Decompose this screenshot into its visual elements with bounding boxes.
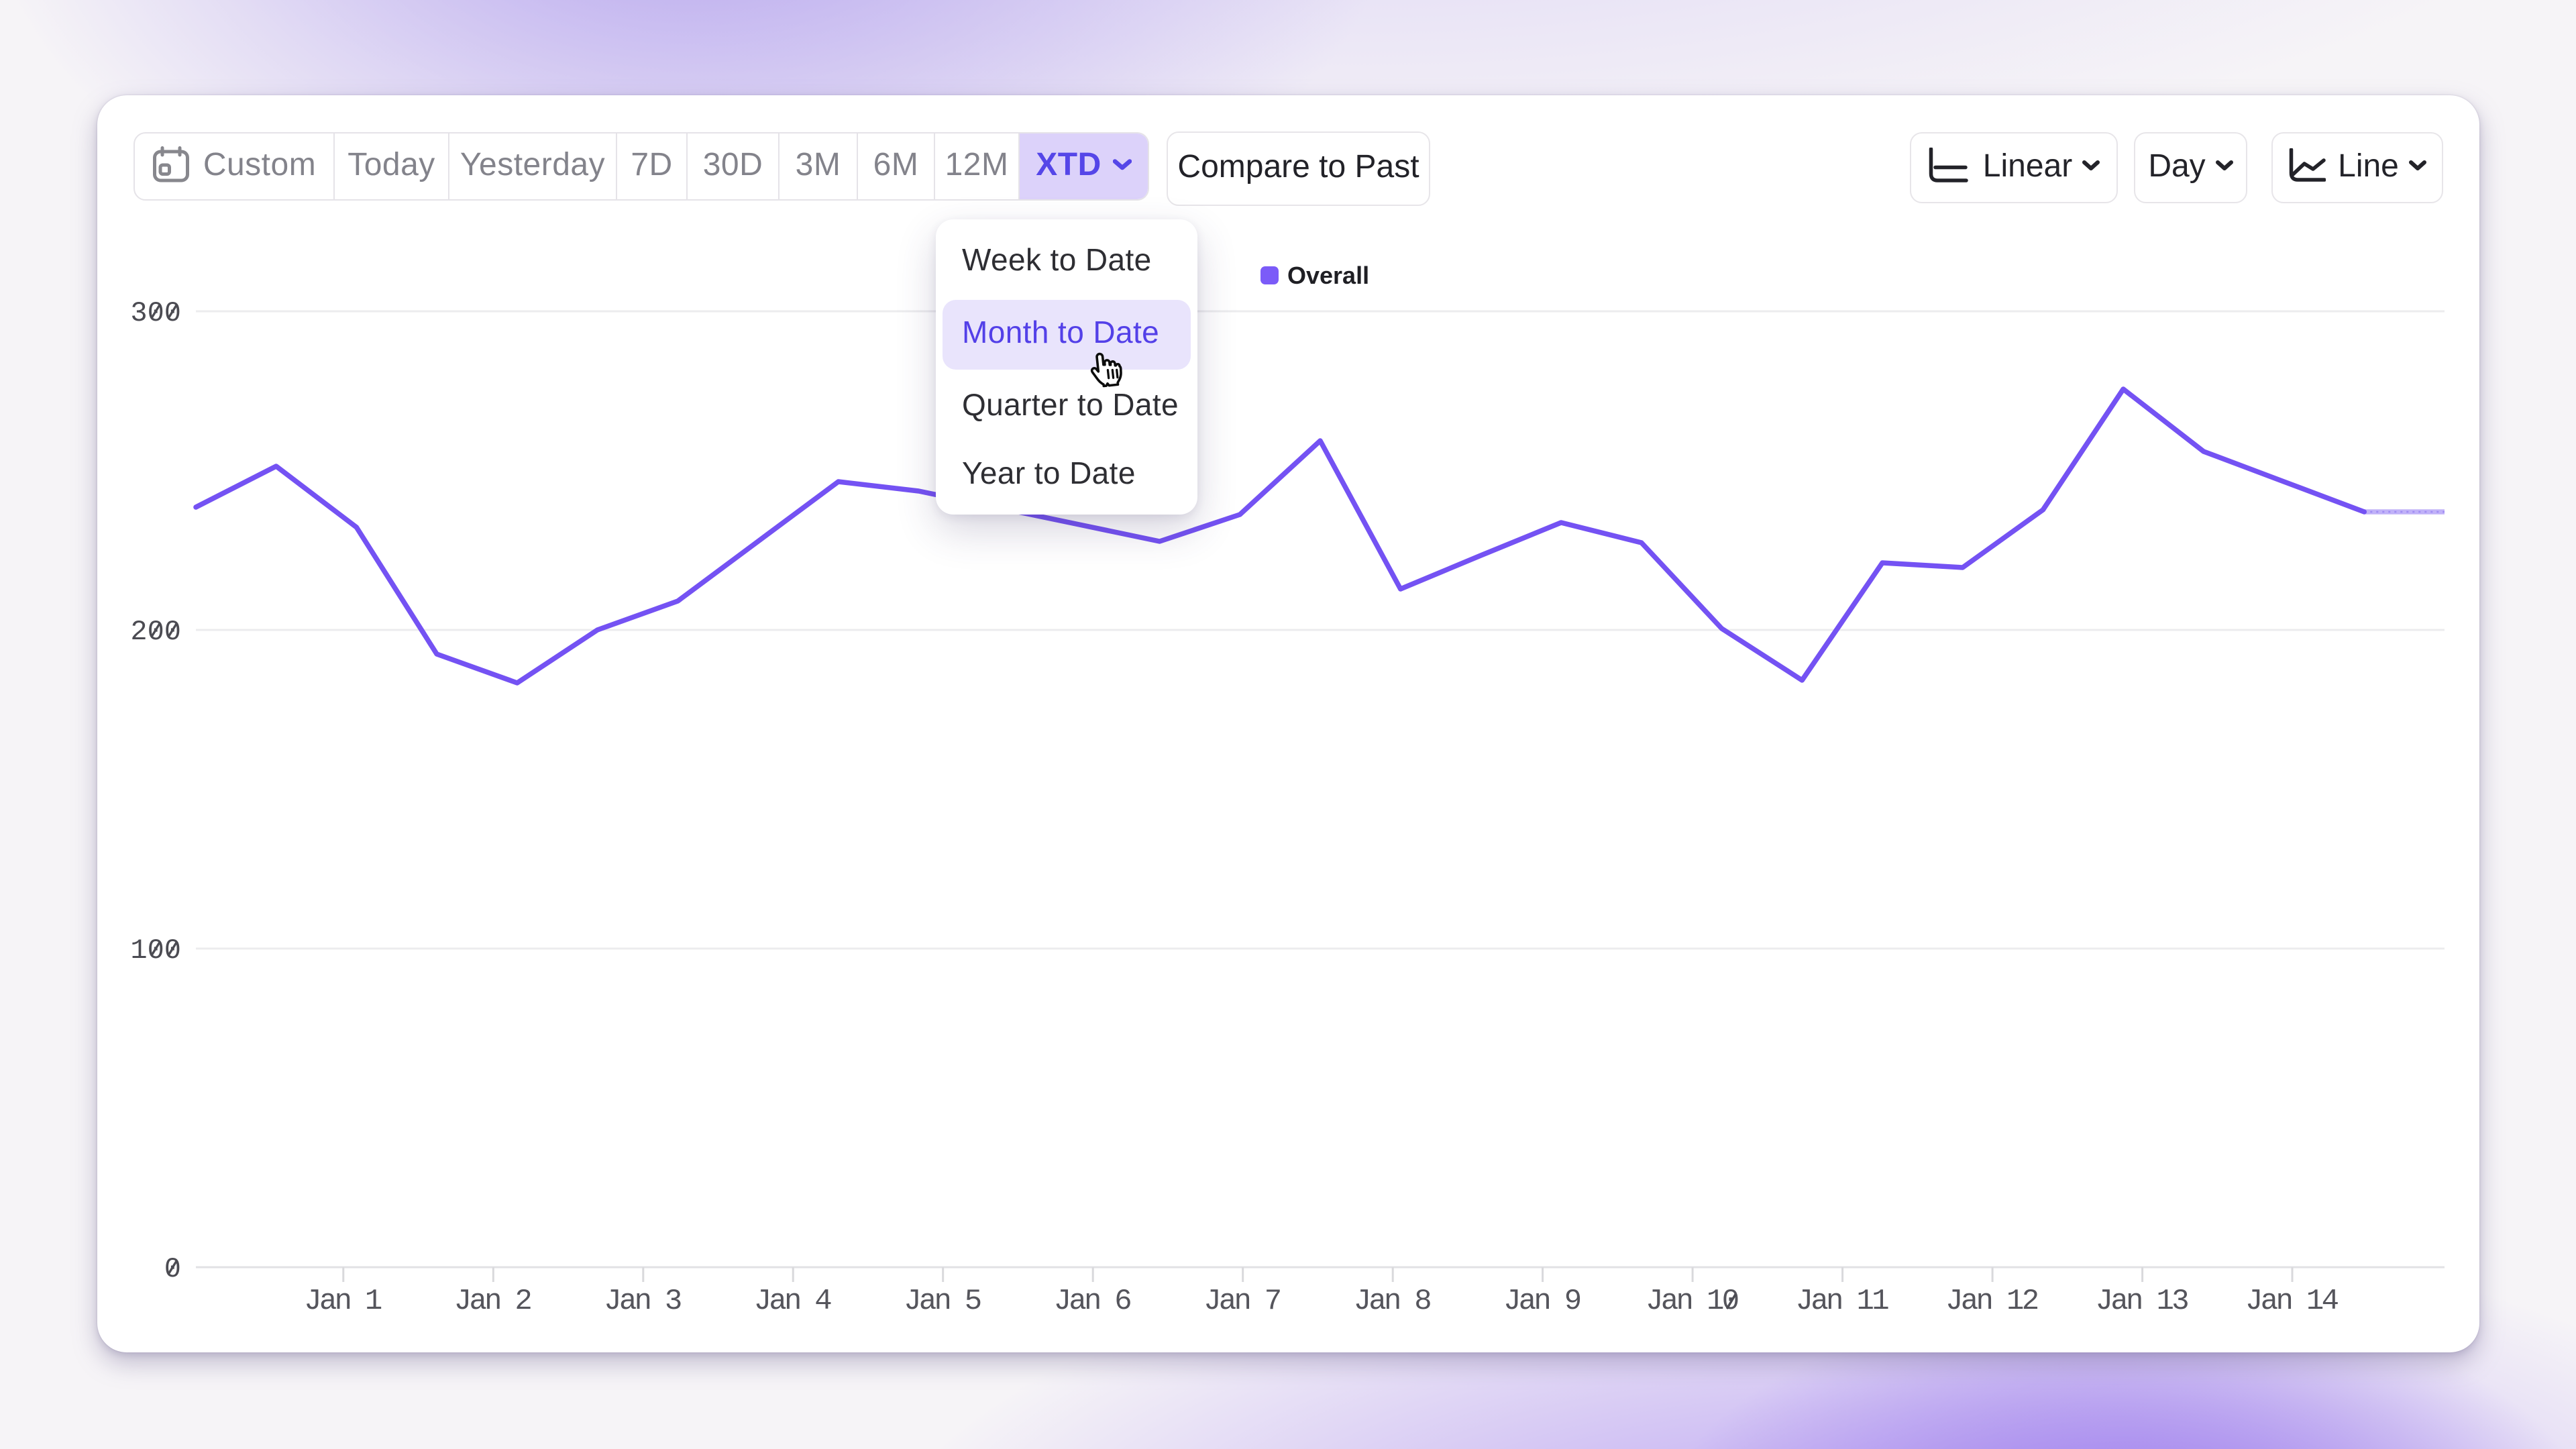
svg-text:Jan 7: Jan 7 bbox=[1203, 1285, 1282, 1318]
svg-text:Jan 6: Jan 6 bbox=[1054, 1285, 1132, 1318]
svg-text:Jan 14: Jan 14 bbox=[2245, 1285, 2339, 1318]
svg-text:Jan 5: Jan 5 bbox=[904, 1285, 982, 1318]
svg-text:Jan 4: Jan 4 bbox=[754, 1285, 833, 1318]
svg-text:Jan 9: Jan 9 bbox=[1503, 1285, 1582, 1318]
svg-text:Jan 1: Jan 1 bbox=[304, 1285, 382, 1318]
svg-text:Jan 11: Jan 11 bbox=[1796, 1285, 1890, 1318]
svg-text:Jan 8: Jan 8 bbox=[1354, 1285, 1432, 1318]
svg-text:Jan 3: Jan 3 bbox=[604, 1285, 682, 1318]
svg-text:Jan 13: Jan 13 bbox=[2096, 1285, 2190, 1318]
svg-text:Jan 10: Jan 10 bbox=[1646, 1285, 1739, 1318]
svg-text:Jan 2: Jan 2 bbox=[454, 1285, 533, 1318]
svg-text:Jan 12: Jan 12 bbox=[1945, 1285, 2039, 1318]
